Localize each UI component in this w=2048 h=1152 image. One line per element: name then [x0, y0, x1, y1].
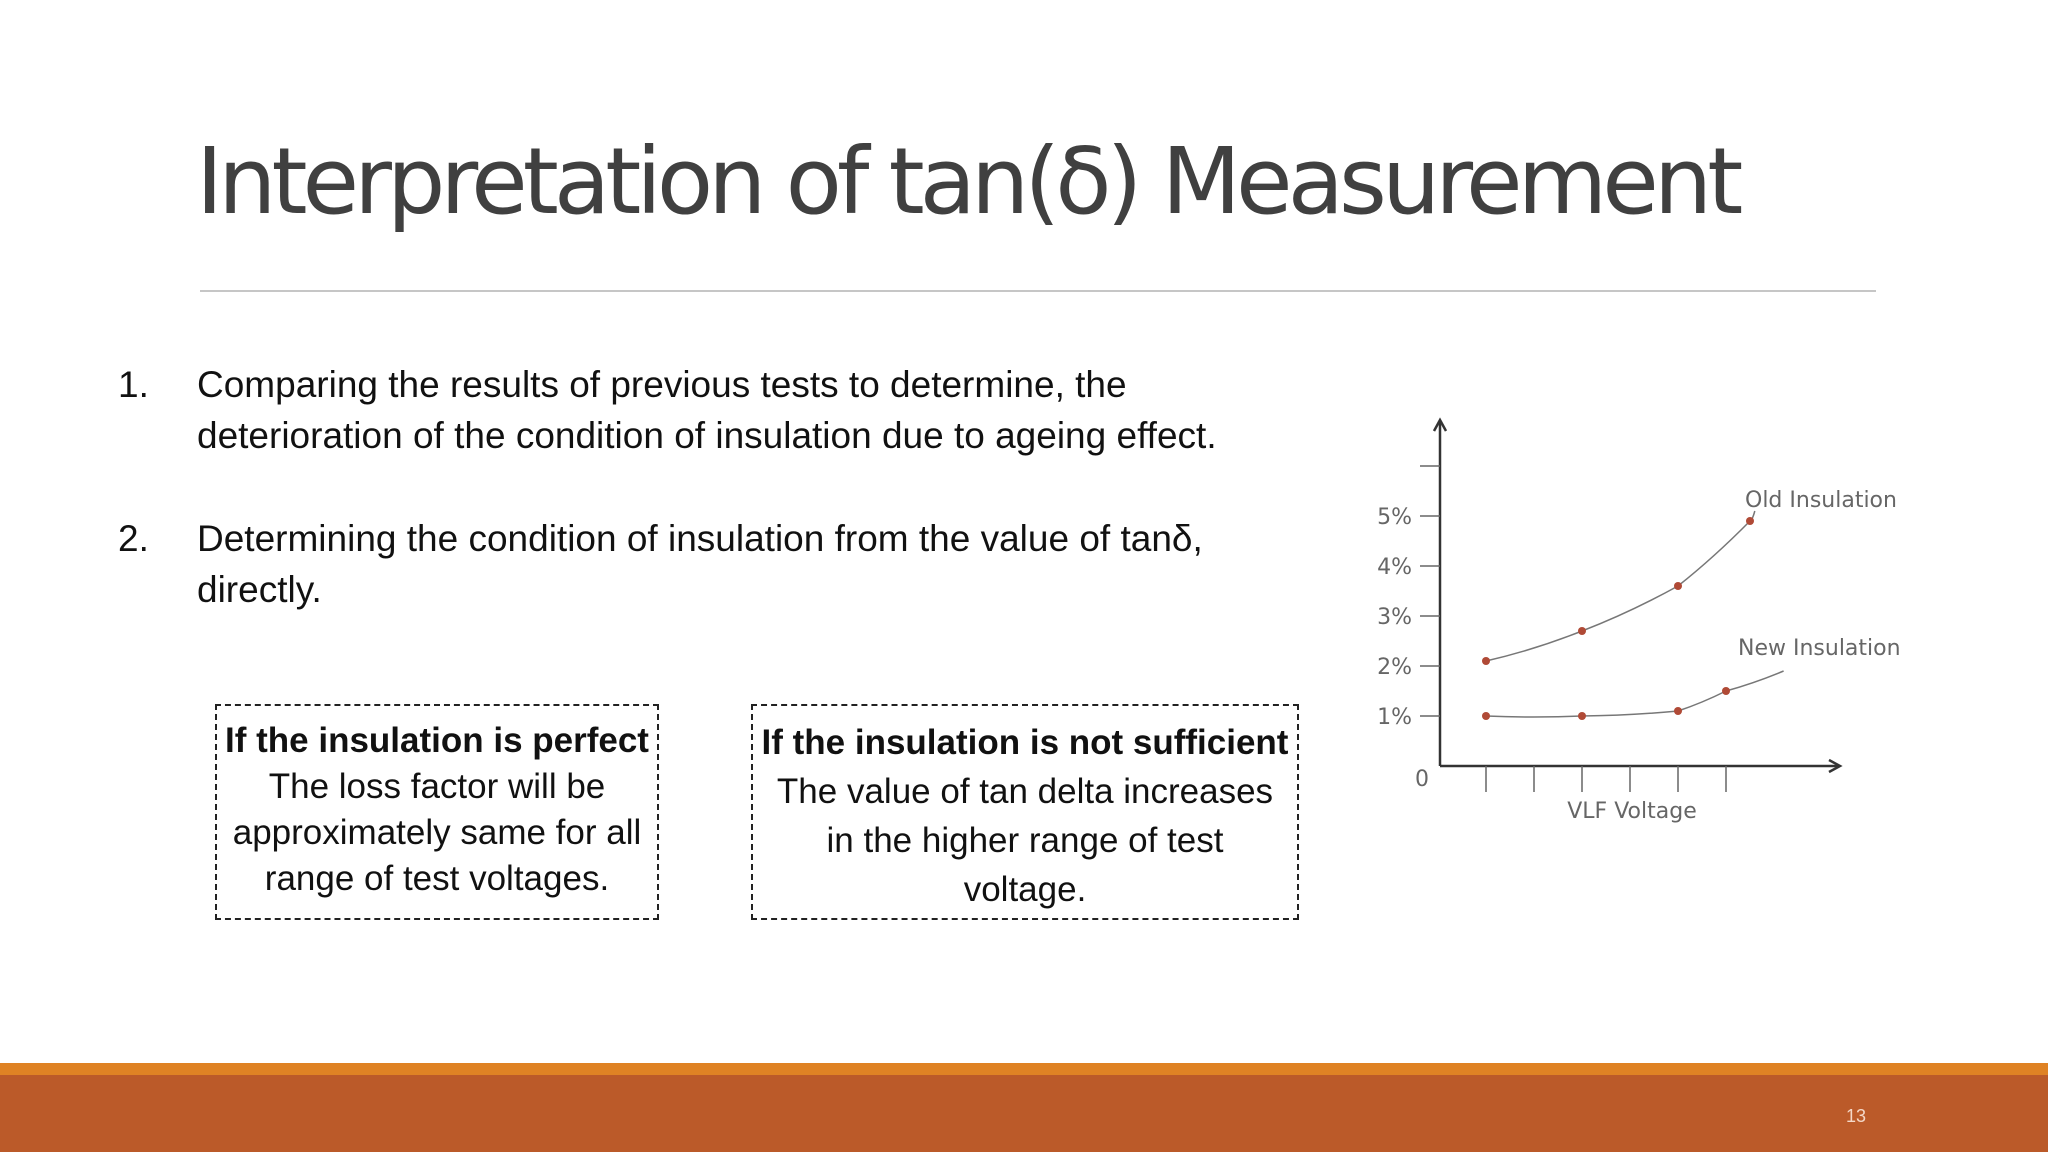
series-line — [1485, 510, 1756, 662]
y-tick-label: 1% — [1377, 705, 1412, 730]
y-axis-arrow — [1432, 417, 1448, 432]
list-item-line: Comparing the results of previous tests … — [197, 364, 1127, 405]
series-label: New Insulation — [1738, 636, 1901, 661]
list-item-line: Determining the condition of insulation … — [197, 518, 1203, 559]
list-item-line: deterioration of the condition of insula… — [197, 415, 1217, 456]
data-point — [1722, 687, 1730, 695]
box-line: range of test voltages. — [264, 859, 610, 898]
list-number: 2. — [118, 518, 149, 559]
y-tick-label: 5% — [1377, 505, 1412, 530]
data-point — [1746, 517, 1754, 525]
box-line: The loss factor will be — [268, 767, 606, 806]
data-point — [1578, 712, 1586, 720]
series-label: Old Insulation — [1745, 488, 1897, 513]
list-item-line: directly. — [197, 569, 322, 610]
data-point — [1674, 707, 1682, 715]
box-heading: If the insulation is not sufficient — [761, 723, 1289, 762]
data-point — [1578, 627, 1586, 635]
box-line: approximately same for all — [232, 813, 642, 852]
y-tick-label: 4% — [1377, 555, 1412, 580]
footer-bar — [0, 1075, 2048, 1152]
x-axis-label: VLF Voltage — [1567, 799, 1696, 824]
slide-title: Interpretation of tan(δ) Measurement — [196, 128, 1743, 235]
data-point — [1482, 712, 1490, 720]
origin-label: 0 — [1415, 767, 1429, 792]
box-heading: If the insulation is perfect — [225, 721, 649, 760]
box-line: in the higher range of test — [826, 821, 1224, 860]
data-point — [1674, 582, 1682, 590]
y-tick-label: 3% — [1377, 605, 1412, 630]
data-point — [1482, 657, 1490, 665]
x-axis-arrow — [1828, 758, 1843, 774]
list-number: 1. — [118, 364, 149, 405]
series-line — [1485, 670, 1784, 718]
page-number: 13 — [1846, 1106, 1867, 1126]
box-line: voltage. — [963, 870, 1087, 909]
insufficient-insulation-box: If the insulation is not sufficient The … — [751, 704, 1299, 920]
box-line: The value of tan delta increases — [776, 772, 1274, 811]
footer-stripe — [0, 1063, 2048, 1075]
perfect-insulation-box: If the insulation is perfect The loss fa… — [215, 704, 659, 920]
y-tick-label: 2% — [1377, 655, 1412, 680]
tan-delta-chart: 1% 2% 3% 4% 5% 0 VLF Voltage Old Insulation New … — [1377, 417, 1901, 824]
title-divider — [200, 290, 1876, 292]
